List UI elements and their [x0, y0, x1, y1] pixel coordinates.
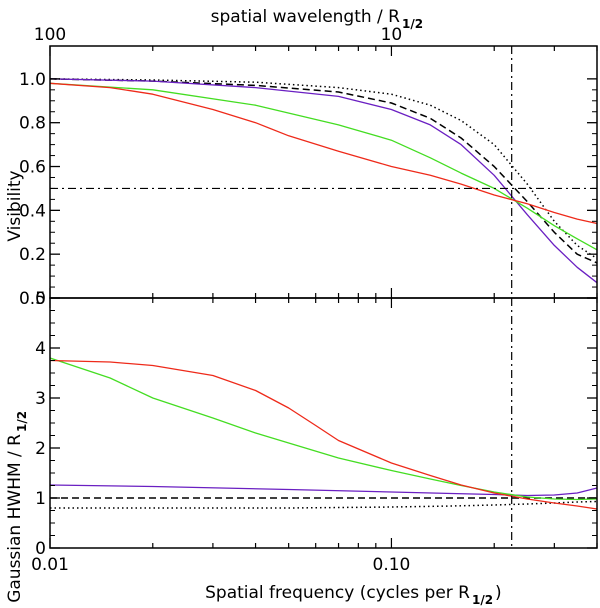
bottom-y-tick-label: 1 — [35, 489, 46, 509]
top-series-green — [49, 82, 598, 251]
top-series-dotted — [49, 78, 598, 260]
top-y-axis-title: Visibility — [5, 170, 25, 241]
top-y-tick-label: 0.2 — [19, 245, 46, 265]
bottom-series-dotted — [50, 500, 598, 509]
top-y-tick-label: 0.0 — [19, 289, 46, 309]
top-series-red — [49, 82, 598, 225]
hwhm-panel: 0 1 2 3 4 5 0.01 0.10 — [31, 289, 598, 575]
bottom-x-tick-label: 0.10 — [373, 555, 411, 575]
visibility-panel: 0.0 0.2 0.4 0.6 0.8 1.0 100 10 — [19, 25, 598, 309]
top-y-tick-label: 0.8 — [19, 114, 46, 134]
top-y-tick-label: 1.0 — [19, 70, 46, 90]
bottom-series-purple — [49, 484, 598, 497]
bottom-x-tick-label: 0.01 — [31, 555, 69, 575]
top-y-tick-label: 0.6 — [19, 158, 46, 178]
top-x-tick-label: 10 — [381, 25, 403, 45]
top-series-dashed — [49, 78, 598, 264]
bottom-y-tick-label: 0 — [35, 539, 46, 559]
top-axis-title: spatial wavelength / R — [211, 7, 401, 27]
bottom-y-tick-label: 2 — [35, 439, 46, 459]
bottom-x-axis-title: Spatial frequency (cycles per R — [205, 583, 470, 603]
bottom-y-tick-label: 5 — [35, 289, 46, 309]
top-series-purple — [49, 78, 598, 284]
top-x-tick-label: 100 — [34, 25, 66, 45]
bottom-series-red — [49, 359, 598, 510]
bottom-y-tick-label: 4 — [35, 339, 46, 359]
bottom-y-axis-title-group: Gaussian HWHM / R 1/2 — [5, 411, 29, 603]
top-plot-frame — [49, 45, 598, 299]
top-y-tick-label: 0.4 — [19, 201, 46, 221]
top-axis-title-subscript: 1/2 — [402, 17, 423, 31]
bottom-series-green — [49, 357, 598, 501]
bottom-plot-frame — [49, 297, 598, 549]
bottom-y-axis-title-subscript: 1/2 — [15, 411, 29, 432]
bottom-x-axis-title-suffix: ) — [495, 583, 502, 603]
bottom-y-axis-title: Gaussian HWHM / R — [5, 434, 25, 603]
bottom-x-axis-title-subscript: 1/2 — [472, 593, 493, 607]
bottom-y-tick-label: 3 — [35, 389, 46, 409]
